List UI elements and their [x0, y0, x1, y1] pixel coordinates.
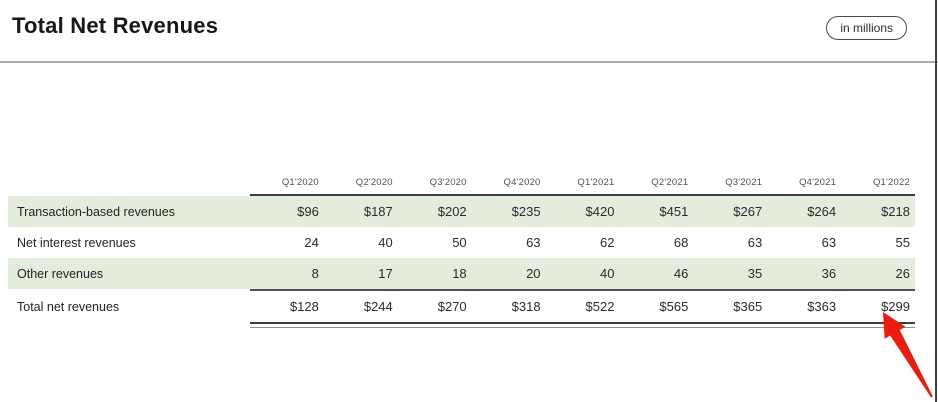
cell-value: 8 — [311, 266, 319, 281]
red-arrow-shape — [883, 312, 933, 398]
cell-value: $270 — [437, 299, 467, 314]
row-label: Net interest revenues — [17, 235, 136, 250]
cell-value: 17 — [378, 266, 393, 281]
revenue-table: Q1'2020 Q2'2020 Q3'2020 Q4'2020 Q1'2021 Q2'20… — [8, 168, 915, 328]
total-row-double-rule — [250, 322, 915, 328]
cell-value: $522 — [585, 299, 615, 314]
cell-value: 55 — [895, 235, 910, 250]
header-rule — [250, 194, 915, 196]
cell-value: 20 — [526, 266, 541, 281]
cell-value: $420 — [585, 204, 615, 219]
table-row: Other revenues 8 17 18 20 40 46 35 36 26 — [8, 258, 915, 289]
cell-value: $565 — [659, 299, 689, 314]
total-row-top-rule — [250, 289, 915, 291]
cell-value: 40 — [378, 235, 393, 250]
row-label: Other revenues — [17, 266, 104, 281]
cell-value: $365 — [733, 299, 763, 314]
cell-value: $235 — [511, 204, 541, 219]
table-row: Net interest revenues 24 40 50 63 62 68 63 63 55 — [8, 227, 915, 258]
column-header: Q4'2021 — [799, 177, 837, 188]
column-header: Q1'2020 — [281, 177, 319, 188]
column-header: Q2'2021 — [651, 177, 689, 188]
cell-value: $451 — [659, 204, 689, 219]
in-millions-badge: in millions — [826, 16, 907, 40]
table-row-total: Total net revenues $128 $244 $270 $318 $522 $5… — [8, 291, 915, 322]
cell-value: $96 — [297, 204, 319, 219]
cell-value: 26 — [895, 266, 910, 281]
cell-value: $363 — [807, 299, 837, 314]
cell-value: 46 — [673, 266, 689, 281]
cell-value: 50 — [452, 235, 467, 250]
cell-value: $267 — [733, 204, 763, 219]
cell-value: $244 — [363, 299, 393, 314]
title-divider — [0, 61, 938, 63]
cell-value: 35 — [747, 266, 763, 281]
cell-value: $128 — [289, 299, 319, 314]
cell-value: 36 — [821, 266, 837, 281]
cell-value: $218 — [881, 204, 910, 219]
row-label: Transaction-based revenues — [17, 204, 175, 219]
cell-value: 40 — [599, 266, 615, 281]
red-annotation-arrow — [883, 312, 933, 398]
cell-value: $299 — [881, 299, 910, 314]
cell-value: $202 — [437, 204, 467, 219]
column-header: Q2'2020 — [355, 177, 393, 188]
cell-value: 63 — [821, 235, 837, 250]
cell-value: $318 — [511, 299, 541, 314]
column-header: Q3'2021 — [725, 177, 763, 188]
cell-value: 63 — [747, 235, 763, 250]
cell-value: $187 — [363, 204, 393, 219]
cell-value: 24 — [304, 235, 319, 250]
column-header: Q1'2021 — [577, 177, 615, 188]
row-label: Total net revenues — [17, 299, 120, 314]
table-row: Transaction-based revenues $96 $187 $202 $23… — [8, 196, 915, 227]
table-body: Transaction-based revenues $96 $187 $202 $23… — [8, 196, 915, 328]
column-header: Q3'2020 — [429, 177, 467, 188]
table-header-row: Q1'2020 Q2'2020 Q3'2020 Q4'2020 Q1'2021 Q2'20… — [8, 168, 915, 194]
column-header: Q4'2020 — [503, 177, 541, 188]
cell-value: 62 — [599, 235, 615, 250]
cell-value: $264 — [807, 204, 837, 219]
cell-value: 18 — [452, 266, 467, 281]
column-header: Q1'2022 — [872, 177, 910, 188]
right-edge-border — [935, 0, 937, 402]
page-title: Total Net Revenues — [12, 13, 219, 38]
cell-value: 68 — [673, 235, 689, 250]
cell-value: 63 — [526, 235, 541, 250]
